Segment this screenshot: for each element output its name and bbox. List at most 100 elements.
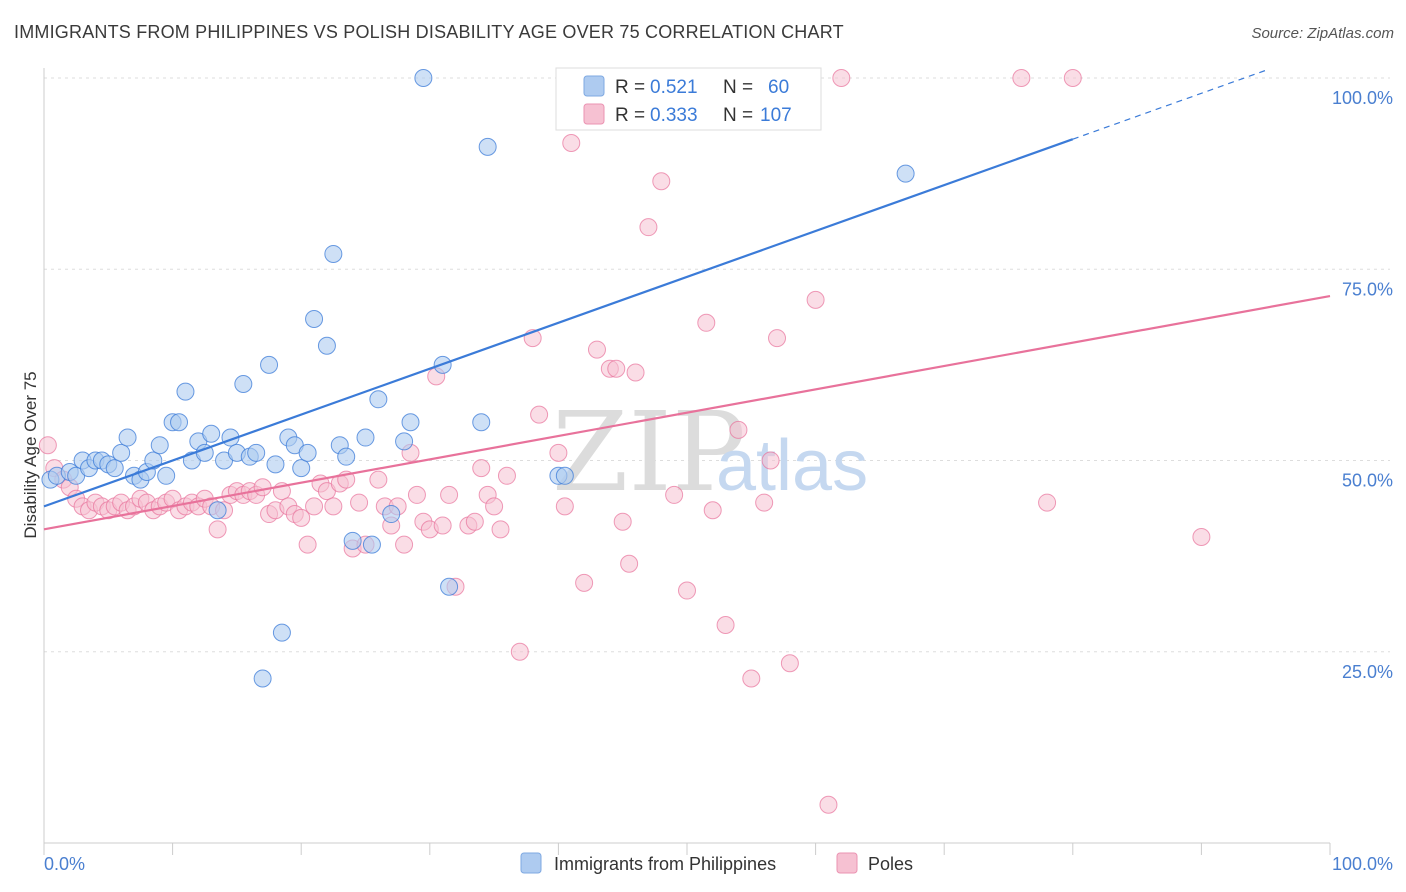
philippines-point	[234, 375, 253, 393]
philippines-point	[292, 459, 311, 478]
correlation-legend: R = 0.521 N = 60 R = 0.333 N = 107	[555, 67, 822, 131]
x-tick-label-min: 0.0%	[44, 854, 85, 874]
series-legend: Immigrants from Philippines Poles	[520, 852, 913, 874]
poles-point	[742, 669, 761, 688]
poles-point	[472, 459, 491, 478]
poles-point	[620, 554, 639, 573]
philippines-point	[170, 413, 189, 432]
poles-trend-line	[43, 294, 1331, 531]
y-axis-label: Disability Age Over 75	[21, 371, 40, 538]
poles-point	[433, 516, 452, 535]
poles-point	[768, 329, 787, 348]
philippines-point	[112, 443, 131, 462]
poles-point	[780, 654, 799, 673]
poles-point	[491, 520, 510, 539]
poles-point	[1038, 493, 1057, 512]
y-tick-label-25: 25.0%	[1342, 662, 1393, 682]
grid-lines	[44, 77, 1390, 653]
legend-r-value-1: 0.521	[650, 77, 698, 98]
chart-title: IMMIGRANTS FROM PHILIPPINES VS POLISH DI…	[14, 22, 844, 42]
philippines-point	[414, 69, 433, 87]
philippines-point	[260, 355, 279, 374]
poles-point	[639, 218, 658, 237]
legend-n-value-2: 107	[760, 105, 792, 126]
poles-point	[510, 642, 529, 661]
poles-point	[298, 535, 317, 554]
bottom-legend-swatch-philippines	[520, 852, 542, 874]
philippines-point	[440, 577, 459, 596]
poles-point	[407, 485, 426, 504]
poles-point	[324, 497, 343, 516]
poles-point	[587, 340, 606, 359]
y-tick-label-75: 75.0%	[1342, 279, 1393, 299]
philippines-point	[369, 390, 388, 409]
poles-point	[755, 493, 774, 512]
philippines-point	[395, 432, 414, 451]
poles-point	[485, 497, 504, 516]
philippines-point	[324, 244, 343, 263]
poles-point	[761, 451, 780, 470]
poles-point	[1192, 528, 1211, 546]
philippines-point	[356, 428, 375, 447]
poles-point	[369, 470, 388, 489]
poles-point	[716, 615, 735, 634]
philippines-point	[202, 424, 221, 443]
watermark-atlas: atlas	[716, 426, 868, 506]
legend-n-label-2: N =	[723, 105, 753, 126]
poles-point	[530, 405, 549, 424]
poles-point	[729, 420, 748, 439]
philippines-trend-extension	[1072, 69, 1266, 140]
poles-point	[465, 512, 484, 531]
philippines-point	[305, 309, 324, 328]
poles-point	[38, 436, 57, 455]
poles-point	[678, 581, 696, 600]
poles-point	[497, 466, 516, 485]
y-tick-label-100: 100.0%	[1332, 88, 1393, 108]
chart-source: Source: ZipAtlas.com	[1251, 25, 1394, 42]
poles-point	[208, 520, 227, 539]
x-tick-label-max: 100.0%	[1332, 854, 1393, 874]
poles-point	[350, 493, 369, 512]
poles-point	[1063, 69, 1082, 87]
philippines-point	[208, 501, 227, 520]
poles-point	[395, 535, 414, 554]
philippines-point	[343, 531, 362, 550]
legend-n-value-1: 60	[768, 77, 789, 98]
poles-point	[703, 501, 722, 520]
philippines-point	[157, 466, 176, 485]
y-tick-labels: 25.0% 50.0% 75.0% 100.0%	[1332, 88, 1393, 682]
philippines-point	[298, 443, 317, 462]
philippines-point	[105, 459, 124, 478]
axes	[43, 68, 1331, 855]
watermark: ZIP atlas	[552, 388, 868, 516]
poles-point	[562, 134, 581, 153]
philippines-point	[253, 669, 272, 688]
philippines-point	[266, 455, 285, 474]
philippines-point	[555, 466, 574, 485]
philippines-point	[382, 505, 401, 524]
philippines-point	[478, 137, 497, 156]
poles-point	[806, 290, 825, 309]
poles-point	[292, 508, 311, 527]
legend-r-label-2: R =	[615, 105, 645, 126]
philippines-point	[176, 382, 195, 401]
poles-point	[575, 573, 594, 592]
trend-lines	[43, 69, 1331, 531]
poles-point	[555, 497, 574, 516]
philippines-point	[401, 413, 420, 432]
philippines-point	[272, 623, 291, 642]
y-tick-label-50: 50.0%	[1342, 471, 1393, 491]
watermark-zip: ZIP	[552, 388, 746, 516]
philippines-point	[337, 447, 356, 466]
bottom-legend-label-poles: Poles	[868, 854, 913, 874]
philippines-point	[896, 164, 915, 183]
poles-point	[253, 478, 272, 497]
philippines-points	[41, 69, 915, 688]
legend-swatch-poles	[583, 103, 605, 125]
legend-swatch-philippines	[583, 75, 605, 97]
bottom-legend-swatch-poles	[836, 852, 858, 874]
poles-point	[549, 443, 568, 462]
poles-point	[832, 69, 851, 87]
poles-point	[440, 485, 459, 504]
